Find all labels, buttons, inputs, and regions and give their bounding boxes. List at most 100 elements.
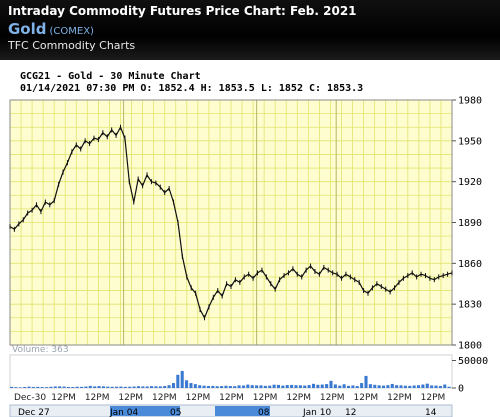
- volume-bar: [75, 386, 79, 388]
- volume-bar: [311, 383, 316, 388]
- volume-bar: [101, 386, 105, 388]
- volume-bar: [386, 385, 390, 388]
- volume-bar: [281, 385, 285, 388]
- volume-bar: [342, 384, 346, 388]
- volume-bar: [145, 386, 149, 388]
- volume-tick-label: 50000: [458, 356, 488, 367]
- volume-label: Volume: 363: [12, 345, 69, 355]
- volume-bar: [390, 383, 394, 388]
- price-chart: GCG21 - Gold - 30 Minute Chart 01/14/202…: [0, 60, 500, 417]
- page-title: Intraday Commodity Futures Price Chart: …: [8, 4, 357, 18]
- volume-bar: [10, 386, 14, 388]
- volume-bar: [18, 387, 22, 388]
- x-tick-label: 12PM: [253, 393, 278, 403]
- volume-bar: [403, 385, 407, 388]
- volume-bar: [320, 384, 324, 388]
- x-tick-label: 12PM: [186, 393, 211, 403]
- y-axis: 1980 1950 1920 1890 1860 1830 1800: [452, 96, 482, 352]
- volume-bar: [325, 384, 329, 388]
- volume-bar: [241, 385, 246, 388]
- volume-bar: [62, 386, 66, 388]
- volume-bar: [377, 385, 381, 388]
- volume-bar: [360, 383, 364, 388]
- volume-bar: [255, 385, 259, 388]
- volume-bar: [97, 386, 101, 388]
- volume-bar: [49, 386, 53, 388]
- volume-bar: [425, 383, 429, 388]
- volume-bar: [438, 386, 442, 388]
- volume-bar: [71, 387, 75, 388]
- volume-bar: [290, 384, 294, 388]
- volume-bar: [189, 383, 193, 388]
- volume-bar: [158, 386, 162, 388]
- volume-bar: [224, 385, 228, 388]
- volume-bar: [263, 385, 267, 388]
- volume-bar: [180, 370, 184, 388]
- volume-bar: [110, 386, 114, 388]
- volume-bar: [123, 386, 127, 388]
- volume-bar: [228, 386, 232, 388]
- volume-bar: [443, 384, 447, 388]
- volume-bar: [430, 385, 434, 388]
- volume-bar: [53, 386, 57, 388]
- x-axis: Dec-30 12PM 12PM 12PM 12PM 12PM 12PM 12PM 12PM 12…: [14, 393, 445, 403]
- x-tick-label: 12PM: [51, 393, 76, 403]
- volume-bar: [119, 386, 123, 388]
- volume-bar: [14, 387, 18, 388]
- volume-bar: [368, 384, 372, 388]
- page-header: Intraday Commodity Futures Price Chart: …: [0, 0, 500, 60]
- x-tick-label: 12PM: [387, 393, 412, 403]
- volume-bar: [93, 386, 97, 388]
- volume-bar: [351, 385, 355, 388]
- y-tick-label: 1830: [458, 300, 482, 311]
- price-series: [9, 124, 453, 321]
- site-subtitle: TFC Commodity Charts: [8, 39, 136, 52]
- volume-bar: [154, 386, 158, 388]
- volume-bar: [27, 386, 31, 388]
- x-tick-label: 12PM: [320, 393, 345, 403]
- volume-bar: [272, 384, 276, 388]
- volume-panel: Volume: 363 50000 0: [9, 345, 488, 395]
- volume-bar: [132, 386, 136, 388]
- x-tick-label: 12PM: [152, 393, 177, 403]
- x-tick-label: 12PM: [286, 393, 311, 403]
- volume-bar: [66, 386, 70, 388]
- volume-bar: [88, 385, 92, 388]
- x-tick-label: Dec-30: [14, 393, 46, 403]
- x-tick-label: 12PM: [85, 393, 110, 403]
- month-tab-label: 08: [258, 408, 270, 417]
- volume-bar: [246, 384, 250, 388]
- chart-title: GCG21 - Gold - 30 Minute Chart: [20, 70, 201, 82]
- month-highlight: [215, 406, 270, 416]
- month-tab-label: Jan 10: [302, 408, 331, 417]
- volume-bar: [447, 386, 451, 388]
- volume-bar: [136, 386, 140, 388]
- volume-bar: [355, 386, 359, 388]
- volume-bar: [294, 385, 298, 388]
- volume-bar: [220, 386, 224, 388]
- ohlc-readout: 01/14/2021 07:30 PM O: 1852.4 H: 1853.5 …: [20, 83, 363, 94]
- volume-bar: [346, 385, 351, 388]
- commodity-name: Gold (COMEX): [8, 20, 94, 38]
- volume-bar: [198, 385, 202, 388]
- volume-bar: [58, 386, 62, 388]
- volume-bar: [338, 385, 342, 388]
- volume-bar: [36, 386, 40, 388]
- volume-bar: [84, 386, 88, 388]
- volume-bar: [141, 386, 145, 388]
- volume-bar: [412, 385, 416, 388]
- month-tab-label: 05: [170, 408, 181, 417]
- volume-bar: [115, 386, 119, 388]
- volume-bar: [399, 385, 403, 388]
- volume-bar: [250, 385, 254, 388]
- volume-bar: [193, 384, 197, 388]
- volume-bar: [408, 385, 412, 388]
- month-tab-label: Jan 04: [109, 408, 138, 417]
- exchange-label: (COMEX): [49, 26, 94, 37]
- volume-bar: [434, 385, 438, 388]
- month-tab-label: Dec 27: [18, 408, 50, 417]
- volume-bar: [171, 383, 175, 388]
- y-tick-label: 1920: [458, 177, 482, 188]
- volume-bar: [298, 385, 302, 388]
- volume-bar: [167, 385, 171, 388]
